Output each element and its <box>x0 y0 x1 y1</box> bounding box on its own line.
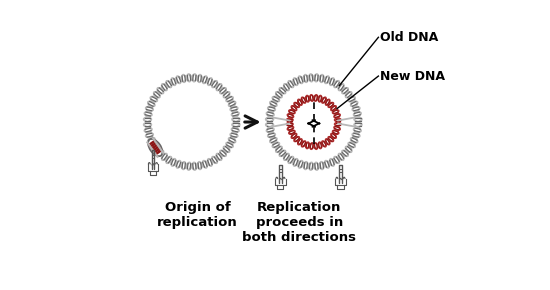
Ellipse shape <box>148 139 162 156</box>
Text: Origin of
replication: Origin of replication <box>157 201 238 229</box>
Text: Old DNA: Old DNA <box>380 31 438 44</box>
Text: Replication
proceeds in
both directions: Replication proceeds in both directions <box>243 201 356 244</box>
Text: New DNA: New DNA <box>380 70 445 83</box>
